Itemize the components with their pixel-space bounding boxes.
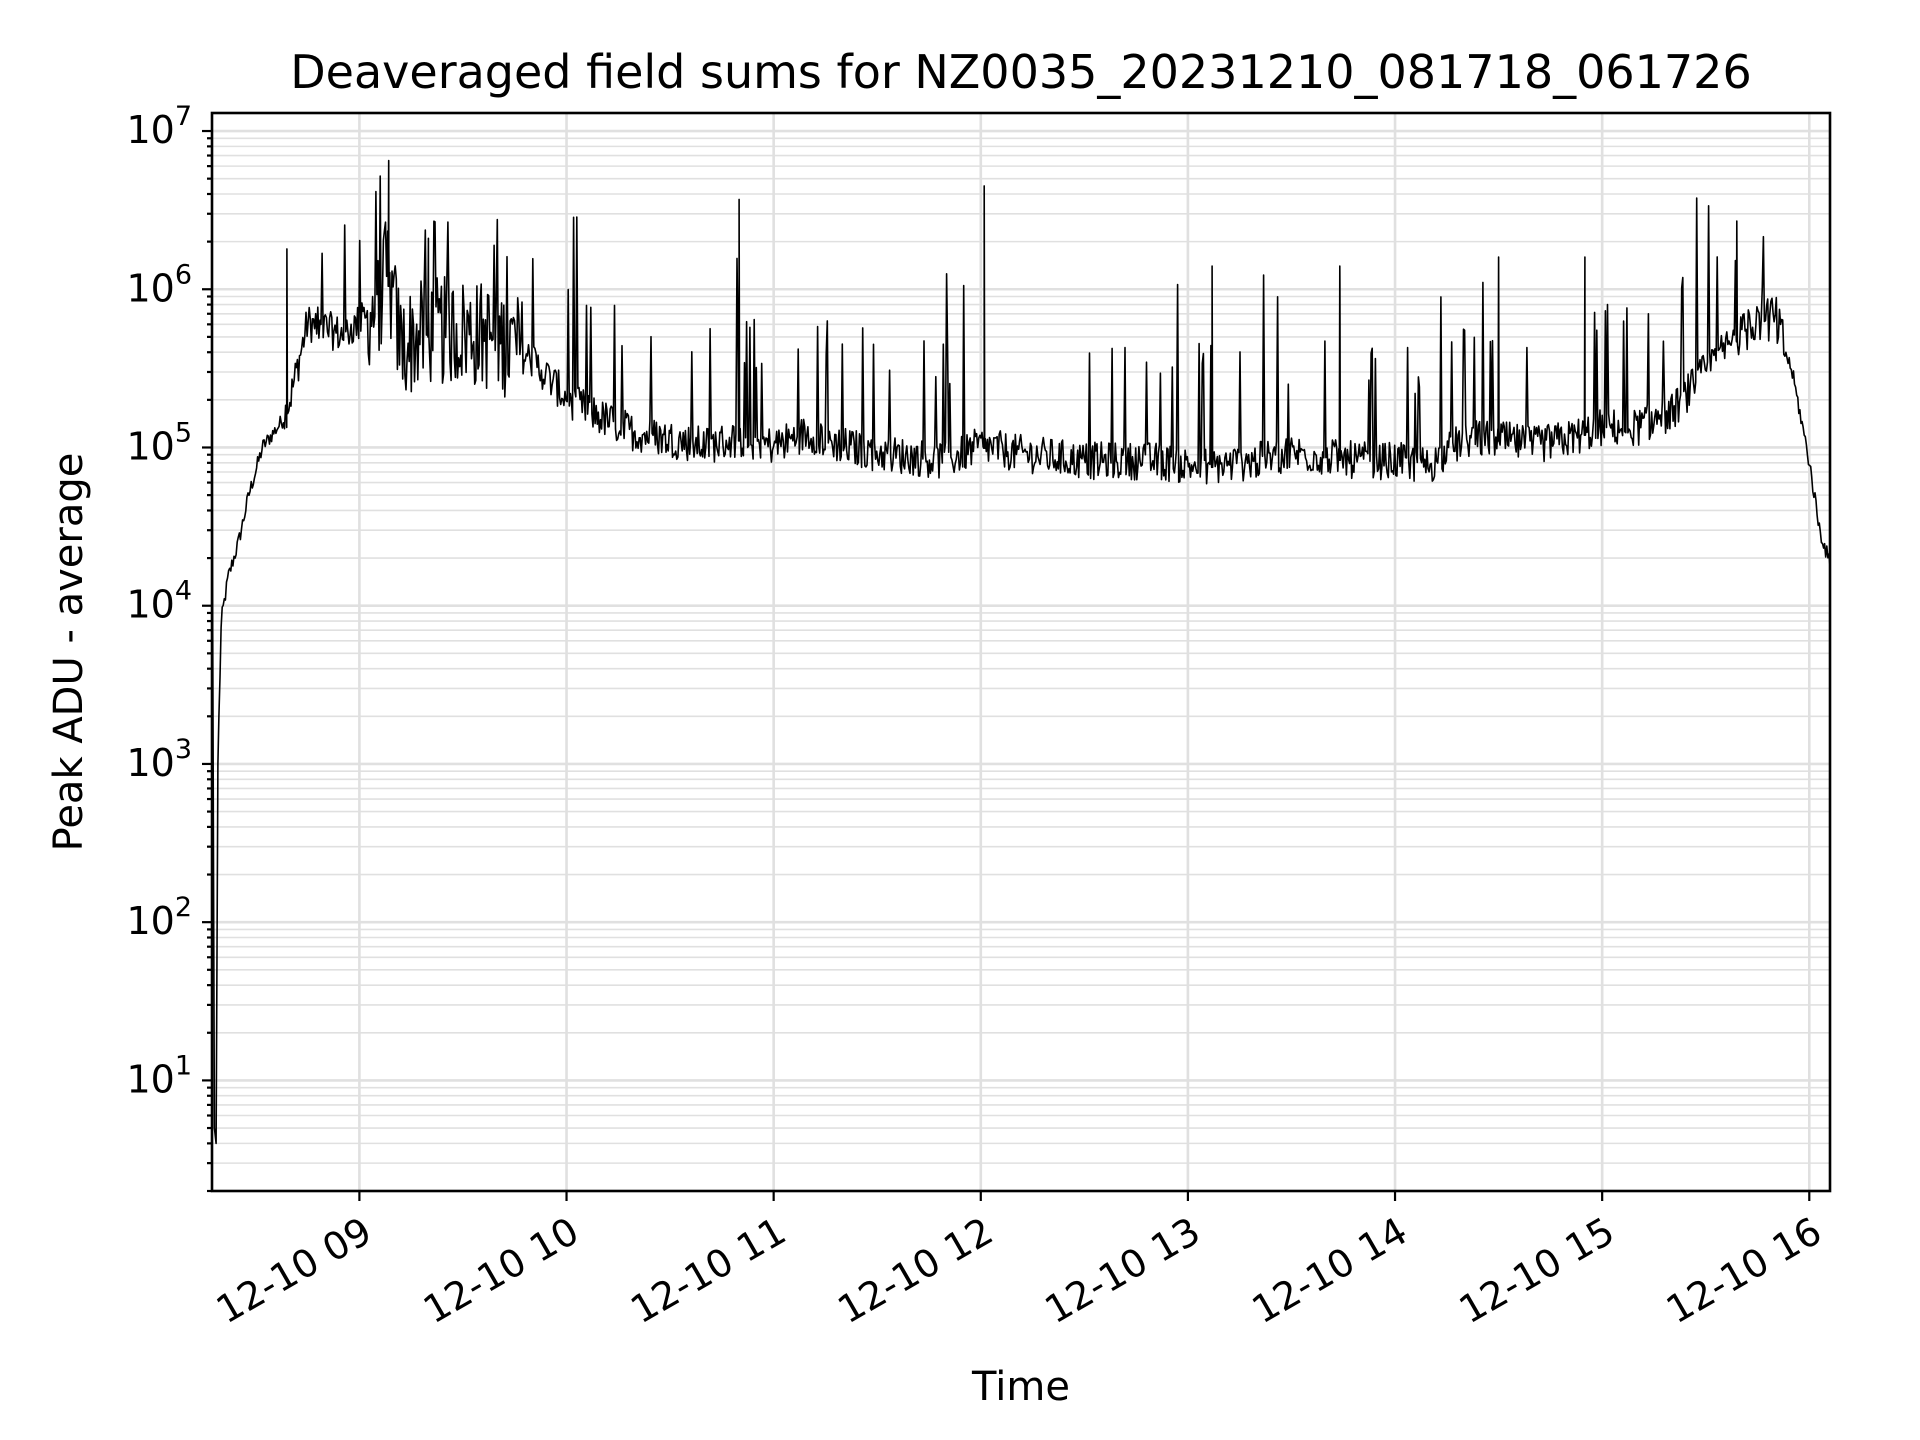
y-tick-label: 106 <box>126 259 192 310</box>
y-tick-label: 107 <box>126 101 192 152</box>
plot-frame <box>210 111 1832 1193</box>
y-tick-label: 102 <box>126 892 192 943</box>
y-tick-label: 103 <box>126 734 192 785</box>
x-axis-label: Time <box>971 1364 1070 1410</box>
series-layer <box>211 159 1831 1145</box>
chart-title: Deaveraged field sums for NZ0035_2023121… <box>290 45 1751 99</box>
y-tick-label: 101 <box>126 1050 192 1101</box>
y-tick-label: 104 <box>126 576 192 627</box>
y-axis-label: Peak ADU - average <box>46 453 92 852</box>
series-line <box>211 159 1831 1145</box>
grid-layer <box>212 113 1830 1192</box>
y-tick-label: 105 <box>126 417 192 468</box>
